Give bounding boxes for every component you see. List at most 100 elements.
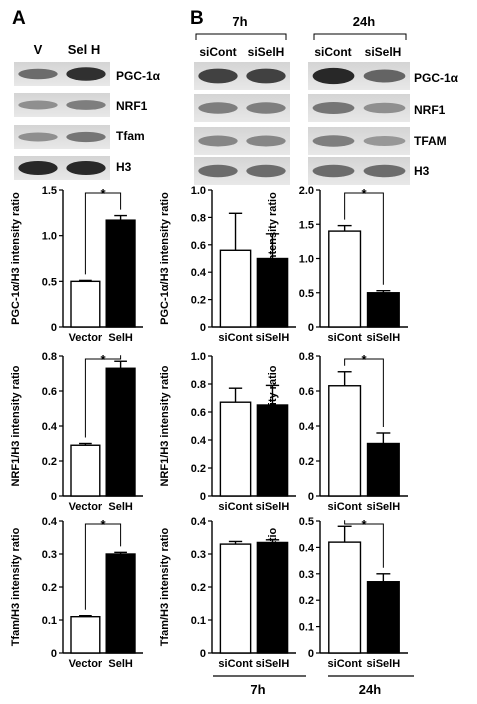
blot-a-col-label-selh: Sel H: [68, 42, 101, 57]
bar-0: [70, 616, 101, 654]
blot-b24-strip-1: [308, 94, 410, 122]
blot-a-col-label-v: V: [34, 42, 43, 57]
blot-b-row-label-pgc: PGC-1α: [414, 71, 459, 85]
y-tick-label: 0.4: [191, 516, 207, 528]
significance-star: *: [100, 352, 106, 367]
chart-A2: 0 0.2 0.4 0.6 0.8 NRF1/H3 intensity ratio Vect…: [10, 351, 143, 513]
significance-star: *: [361, 352, 367, 367]
y-tick-label: 0.2: [191, 582, 206, 594]
y-tick-label: 0.3: [42, 549, 57, 561]
blot-a-strip-3-band: [18, 161, 58, 175]
category-label-1: siSelH: [367, 332, 401, 344]
significance-star: *: [361, 186, 367, 201]
bar-1: [366, 292, 400, 328]
significance-star: *: [100, 517, 106, 532]
significance-bracket: [84, 192, 122, 275]
blot-b24-strip-0: [308, 62, 410, 90]
y-tick-label: 0.6: [42, 386, 57, 398]
blot-a-row-label-nrf1: NRF1: [116, 99, 148, 113]
blot-b-row-label-h3: H3: [414, 164, 430, 178]
y-tick-label: 0: [200, 322, 206, 334]
blot-b7-strip-0: [194, 62, 290, 90]
y-tick-label: 0: [51, 322, 57, 334]
y-tick-label: 0.4: [299, 542, 315, 554]
y-tick-label: 1.0: [191, 351, 206, 363]
y-tick-label: 1.0: [191, 185, 206, 197]
y-tick-label: 0: [51, 491, 57, 503]
category-label-0: siCont: [218, 332, 253, 344]
y-tick-label: 0.4: [191, 267, 207, 279]
y-tick-label: 0.8: [299, 351, 314, 363]
significance-bracket: [344, 358, 384, 427]
y-tick-label: 0.4: [42, 421, 58, 433]
y-tick-label: 0.6: [299, 386, 314, 398]
y-tick-label: 0.2: [42, 456, 57, 468]
y-tick-label: 1.0: [299, 254, 314, 266]
chart-C1: 0 0.5 1.0 1.5 2.0 PGC-1α/H3 intensity ratio si…: [267, 185, 408, 344]
blot-b24-strip-3: [308, 157, 410, 185]
blot-a-strip-3: [14, 156, 110, 180]
y-tick-label: 0.5: [42, 276, 57, 288]
blot-b7-strip-3-band: [246, 164, 286, 178]
y-tick-label: 0.4: [42, 516, 58, 528]
category-label-0: siCont: [218, 658, 253, 670]
blot-b7-strip-0-band: [198, 68, 238, 84]
chart-B1: 0 0.2 0.4 0.6 0.8 1.0 PGC-1α/H3 intensity rati…: [159, 185, 296, 344]
chart-B3: 0 0.1 0.2 0.3 0.4 Tfam/H3 intensity ratio siCo…: [159, 516, 296, 670]
y-tick-label: 0.2: [42, 582, 57, 594]
significance-star: *: [100, 186, 106, 201]
category-label-0: Vector: [69, 501, 103, 513]
bar-charts: 0 0.5 1.0 1.5 PGC-1α/H3 intensity ratio Vecto…: [10, 185, 408, 670]
blot-b24-strip-0-band: [363, 69, 406, 83]
y-axis-label: PGC-1α/H3 intensity ratio: [10, 192, 22, 325]
significance-star: *: [361, 517, 367, 532]
y-tick-label: 0.2: [299, 456, 314, 468]
y-tick-label: 0.2: [299, 595, 314, 607]
blot-b7-strip-1-band: [198, 102, 238, 114]
y-tick-label: 0.2: [191, 295, 206, 307]
y-axis-label: Tfam/H3 intensity ratio: [267, 527, 279, 646]
y-tick-label: 2.0: [299, 185, 314, 197]
blot-b7-strip-0-band: [246, 68, 286, 84]
blot-b-col-label-siselh-24h: siSelH: [365, 45, 402, 59]
y-tick-label: 0: [308, 491, 314, 503]
bar-0: [70, 280, 101, 328]
bar-0: [219, 543, 252, 654]
blot-a-strip-0-band: [66, 67, 106, 81]
blot-b7-strip-1-band: [246, 102, 286, 114]
category-label-0: siCont: [328, 332, 363, 344]
blot-b-time-7h: 7h: [232, 14, 247, 29]
y-tick-label: 0.4: [191, 435, 207, 447]
category-label-0: Vector: [69, 658, 103, 670]
blot-b-col-label-sicont-7h: siCont: [199, 45, 236, 59]
blot-b7-strip-2: [194, 127, 290, 155]
bar-0: [328, 230, 362, 328]
blot-b7-strip-1: [194, 94, 290, 122]
y-axis-label: Tfam/H3 intensity ratio: [159, 527, 171, 646]
y-tick-label: 0.3: [299, 569, 314, 581]
y-axis-label: PGC-1α/H3 intensity ratio: [159, 192, 171, 325]
y-tick-label: 0: [51, 648, 57, 660]
blot-a-strip-1: [14, 93, 110, 117]
significance-bracket: [344, 192, 384, 285]
significance-bracket: [84, 523, 122, 610]
blot-a-row-label-tfam: Tfam: [116, 129, 145, 143]
blot-a-row-label-pgc: PGC-1α: [116, 69, 161, 83]
y-tick-label: 0.4: [299, 421, 315, 433]
y-axis-label: Tfam/H3 intensity ratio: [10, 527, 22, 646]
blot-a-strip-0-band: [18, 68, 58, 80]
category-label-1: SelH: [108, 658, 133, 670]
blot-b24-strip-2-band: [312, 135, 355, 147]
category-label-1: siSelH: [256, 501, 290, 513]
blot-b-row-label-tfam: TFAM: [414, 134, 447, 148]
category-label-1: siSelH: [367, 658, 401, 670]
blot-b-bracket-24h: [313, 33, 407, 40]
y-tick-label: 0.5: [299, 516, 314, 528]
y-tick-label: 1.5: [299, 219, 314, 231]
blot-a-strip-2: [14, 125, 110, 149]
bottom-label-7h: 7h: [250, 682, 265, 697]
category-label-1: siSelH: [256, 658, 290, 670]
blot-b24-strip-2-band: [363, 136, 406, 146]
blot-b-row-label-nrf1: NRF1: [414, 103, 446, 117]
